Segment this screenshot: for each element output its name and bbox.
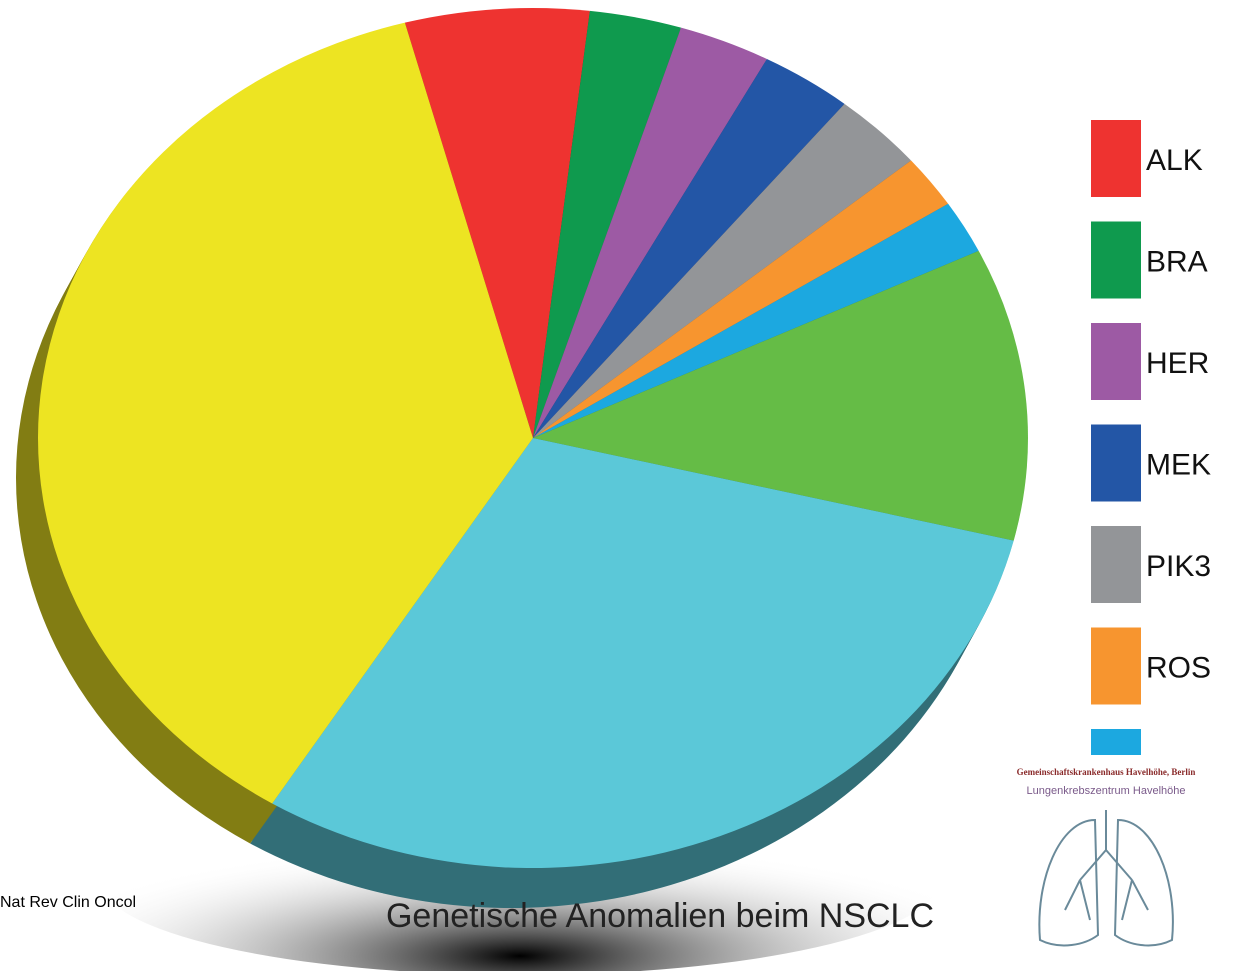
legend-swatch bbox=[1091, 526, 1141, 603]
slice bbox=[533, 160, 949, 439]
slice bbox=[533, 250, 1028, 541]
slice bbox=[533, 59, 845, 438]
logo-line1: Gemeinschaftskrankenhaus Havelhöhe, Berl… bbox=[1017, 767, 1196, 777]
logo: Gemeinschaftskrankenhaus Havelhöhe, Berl… bbox=[1000, 755, 1212, 967]
logo-bg bbox=[1000, 755, 1212, 967]
slice bbox=[533, 203, 979, 438]
legend-label: ALK bbox=[1146, 144, 1203, 177]
legend-swatch bbox=[1091, 627, 1141, 705]
legend-label: PIK3 bbox=[1146, 550, 1211, 583]
legend-label: MEK bbox=[1146, 448, 1211, 481]
chart-title: Genetische Anomalien beim NSCLC bbox=[386, 897, 934, 935]
slice bbox=[533, 27, 767, 438]
legend-swatch bbox=[1091, 120, 1141, 197]
logo-line2: Lungenkrebszentrum Havelhöhe bbox=[1027, 785, 1186, 797]
slice bbox=[533, 10, 682, 439]
slice bbox=[38, 22, 534, 804]
legend-label: HER bbox=[1146, 347, 1209, 380]
slice bbox=[533, 103, 912, 438]
legend-label: ROS bbox=[1146, 651, 1211, 684]
legend: ALKBRAHERMEKPIK3ROSAKT bbox=[1091, 120, 1211, 806]
slice bbox=[404, 8, 590, 438]
legend-swatch bbox=[1091, 424, 1141, 502]
source: Nat Rev Clin Oncol bbox=[0, 894, 136, 911]
legend-label: BRA bbox=[1146, 245, 1208, 278]
legend-swatch bbox=[1091, 323, 1141, 400]
lung-icon bbox=[1038, 810, 1174, 947]
pie-top bbox=[38, 8, 1028, 869]
slice bbox=[272, 438, 1014, 869]
legend-swatch bbox=[1091, 221, 1141, 299]
